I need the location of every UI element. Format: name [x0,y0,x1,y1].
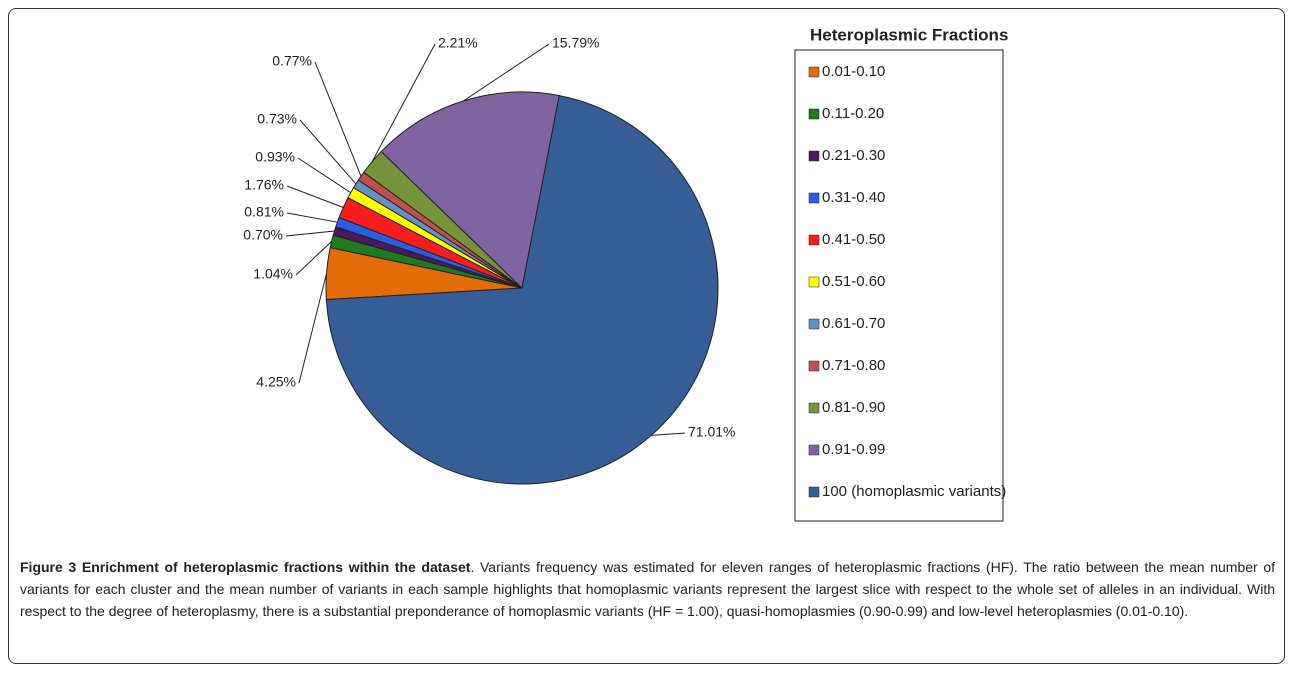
leader-line [298,273,328,384]
data-label: 1.04% [253,266,293,282]
legend-swatch [808,318,820,330]
legend-label: 0.61-0.70 [822,315,885,332]
legend-label: 0.71-0.80 [822,357,885,374]
leader-line [462,43,550,102]
caption: Figure 3 Enrichment of heteroplasmic fra… [20,556,1275,622]
caption-text: . Variants frequency was estimated for e… [20,559,1275,619]
leader-line [285,230,335,237]
data-label: 0.77% [272,53,312,69]
legend-swatch [808,360,820,372]
data-label: 4.25% [256,374,296,390]
pie-slice [325,94,719,485]
leader-line [297,157,351,194]
leader-line [286,185,344,208]
legend-label: 0.31-0.40 [822,189,885,206]
leader-line [371,43,436,162]
data-label: 0.81% [244,204,284,220]
legend-swatch [808,150,820,162]
data-label: 0.73% [257,111,297,127]
legend-swatch [808,192,820,204]
legend-swatch [808,108,820,120]
leader-line [299,119,357,185]
legend-label: 0.11-0.20 [822,105,884,122]
legend-label: 0.01-0.10 [822,63,885,80]
data-label: 15.79% [552,35,599,51]
data-label: 71.01% [688,424,735,440]
legend-swatch [808,444,820,456]
data-label: 1.76% [244,177,284,193]
legend-label: 0.41-0.50 [822,231,885,248]
data-label: 2.21% [438,35,478,51]
legend-label: 0.81-0.90 [822,399,885,416]
legend-label: 0.51-0.60 [822,273,885,290]
chart: Heteroplasmic Fractions 4.25% 1.04% 0.70% 0… [243,25,1008,522]
data-label: 0.70% [243,227,283,243]
leader-line [314,61,362,177]
leader-line [651,432,686,436]
legend-title: Heteroplasmic Fractions [810,25,1008,44]
data-label: 0.93% [255,149,295,165]
leader-line [286,212,338,223]
legend-box [794,49,1004,522]
legend-swatch [808,276,820,288]
legend-swatch [808,66,820,78]
leader-line [295,240,332,276]
pie-slice [380,91,560,290]
legend-label: 0.21-0.30 [822,147,885,164]
legend-label: 0.91-0.99 [822,441,885,458]
caption-label: Figure 3 Enrichment of heteroplasmic fra… [20,559,471,575]
figure-frame [8,8,1285,664]
legend-swatch [808,402,820,414]
legend-swatch [808,486,820,498]
legend-swatch [808,234,820,246]
legend-label: 100 (homoplasmic variants) [822,483,1006,500]
